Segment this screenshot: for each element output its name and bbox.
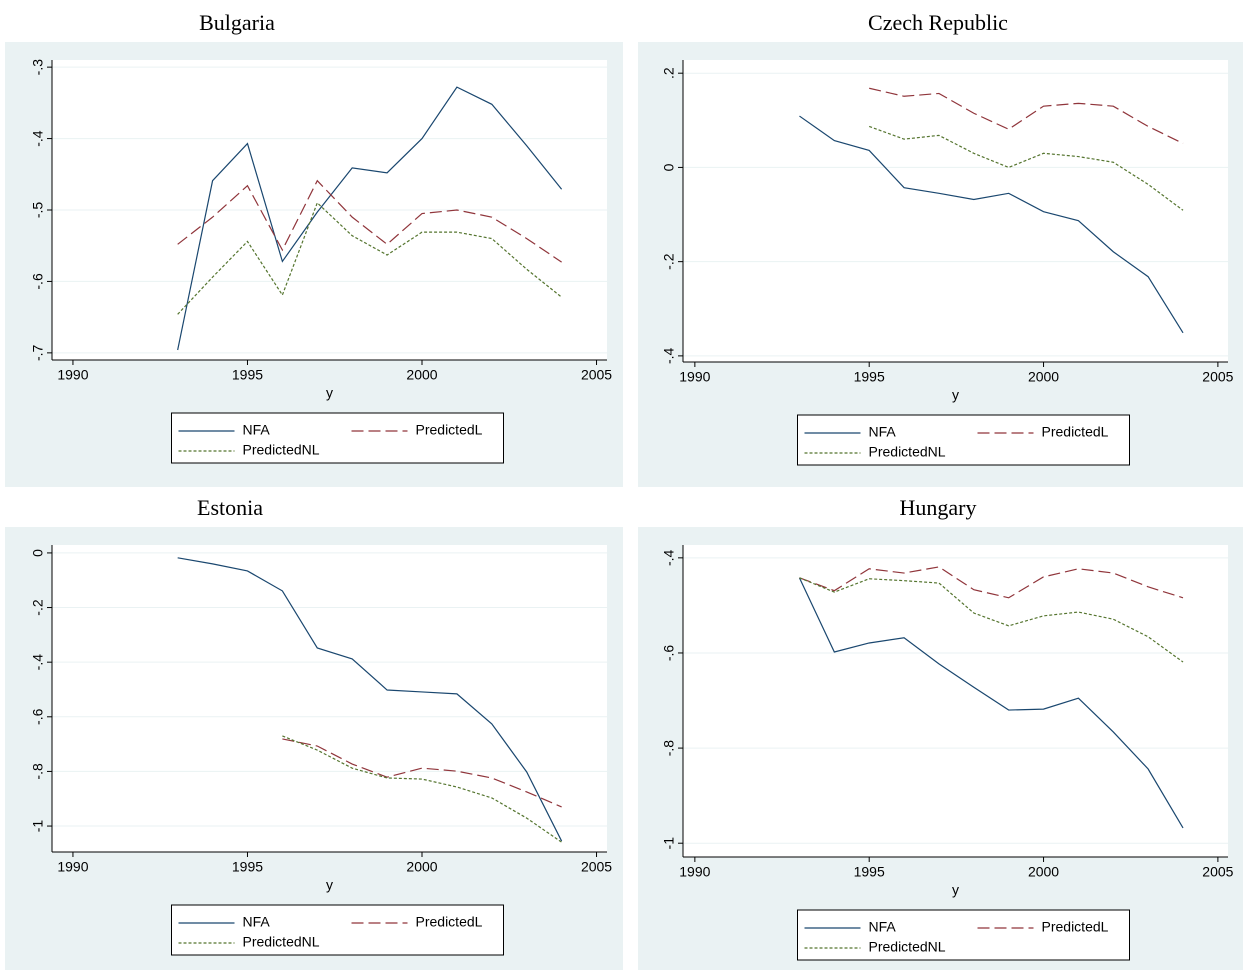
x-tick-label: 2000 — [1028, 369, 1059, 385]
y-tick-label: -.4 — [661, 347, 677, 364]
legend-label: PredictedNL — [243, 934, 320, 950]
y-tick-label: 0 — [661, 163, 677, 171]
y-tick-label: -.6 — [30, 708, 46, 725]
legend-box — [797, 909, 1130, 961]
y-tick-label: -.2 — [30, 599, 46, 616]
legend-label: PredictedNL — [869, 939, 946, 955]
y-tick-label: -.2 — [661, 253, 677, 270]
y-tick-label: -.5 — [30, 202, 46, 219]
legend-label: PredictedL — [416, 422, 483, 438]
series-line — [869, 87, 1184, 144]
series-line — [177, 201, 562, 315]
plot-area — [683, 60, 1228, 362]
x-tick-label: 1995 — [854, 864, 885, 880]
series-line — [177, 86, 563, 351]
x-axis-label: y — [326, 877, 333, 893]
legend-label: PredictedL — [1042, 919, 1109, 935]
x-tick-label: 2005 — [1202, 369, 1233, 385]
y-tick-label: -.7 — [30, 344, 46, 361]
chart-title: Czech Republic — [868, 10, 1008, 35]
series-line — [799, 566, 1184, 599]
y-tick-label: .2 — [661, 67, 677, 79]
series-line — [799, 115, 1184, 334]
y-tick-label: -.6 — [661, 645, 677, 662]
plot-area — [52, 545, 607, 852]
series-line — [798, 577, 1184, 829]
x-axis-label: y — [952, 387, 959, 403]
legend-label: PredictedL — [416, 914, 483, 930]
x-tick-label: 1990 — [679, 369, 710, 385]
y-tick-label: -.8 — [30, 763, 46, 780]
x-tick-label: 2000 — [1028, 864, 1059, 880]
legend-label: NFA — [869, 919, 897, 935]
chart-title: Estonia — [197, 495, 263, 520]
x-tick-label: 2000 — [406, 367, 437, 383]
x-axis-label: y — [326, 385, 333, 401]
x-tick-label: 1995 — [232, 367, 263, 383]
x-tick-label: 2005 — [581, 367, 612, 383]
y-tick-label: -.4 — [30, 130, 46, 147]
series-line — [282, 738, 562, 808]
legend-label: PredictedL — [1042, 424, 1109, 440]
x-tick-label: 1990 — [57, 367, 88, 383]
y-tick-label: -.4 — [30, 654, 46, 671]
y-tick-label: -.8 — [661, 740, 677, 757]
x-tick-label: 1995 — [232, 859, 263, 875]
legend-label: NFA — [869, 424, 897, 440]
y-tick-label: 0 — [30, 549, 46, 557]
plot-area — [683, 545, 1228, 857]
series-line — [799, 577, 1184, 663]
legend-box — [797, 414, 1130, 466]
legend-box — [171, 412, 504, 464]
x-tick-label: 1990 — [57, 859, 88, 875]
series-line — [177, 557, 563, 842]
legend-label: PredictedNL — [869, 444, 946, 460]
y-tick-label: -.3 — [30, 59, 46, 76]
chart-title: Hungary — [900, 495, 977, 520]
y-tick-label: -.4 — [661, 549, 677, 566]
x-axis-label: y — [952, 882, 959, 898]
x-tick-label: 1990 — [679, 864, 710, 880]
x-tick-label: 1995 — [854, 369, 885, 385]
x-tick-label: 2000 — [406, 859, 437, 875]
x-tick-label: 2005 — [581, 859, 612, 875]
legend-label: NFA — [243, 914, 271, 930]
chart-title: Bulgaria — [199, 10, 275, 35]
series-line — [282, 735, 562, 843]
y-tick-label: -1 — [661, 837, 677, 850]
legend-label: PredictedNL — [243, 442, 320, 458]
legend-label: NFA — [243, 422, 271, 438]
y-tick-label: -.6 — [30, 273, 46, 290]
legend-box — [171, 904, 504, 956]
x-tick-label: 2005 — [1202, 864, 1233, 880]
y-tick-label: -1 — [30, 820, 46, 833]
series-line — [177, 179, 562, 263]
series-line — [868, 125, 1184, 211]
